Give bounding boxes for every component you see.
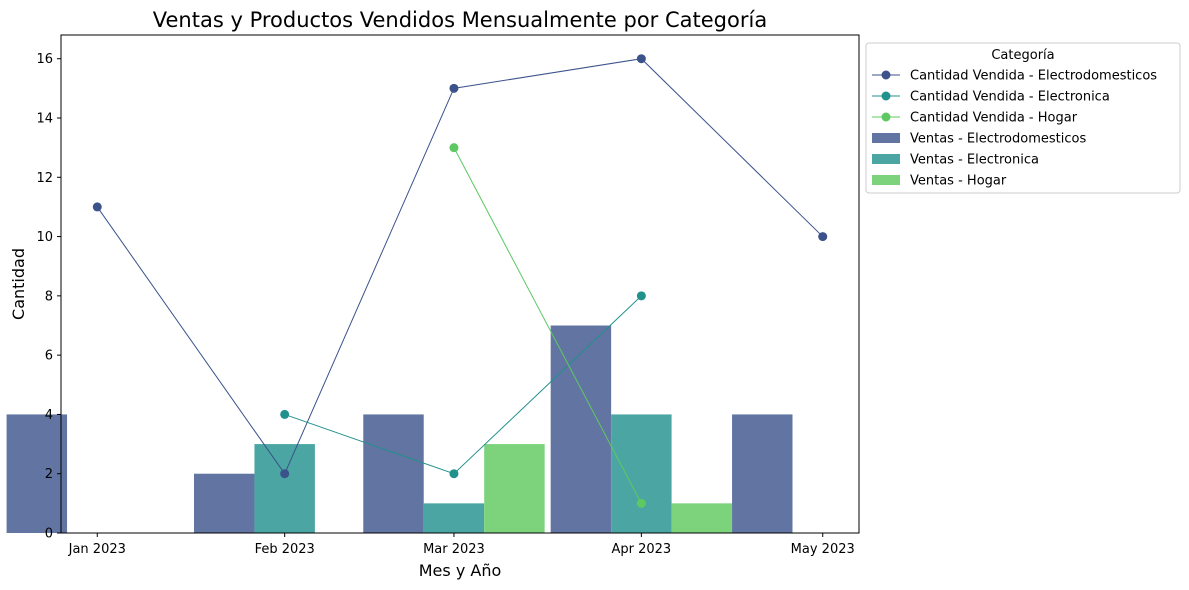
legend-label-0: Cantidad Vendida - Electrodomesticos bbox=[910, 69, 1157, 84]
x-tick-label-1: Feb 2023 bbox=[255, 542, 315, 557]
line-2 bbox=[453, 147, 642, 504]
bar-0-4 bbox=[732, 414, 793, 533]
y-tick-label-7: 14 bbox=[36, 112, 53, 127]
line-point-1-2 bbox=[636, 291, 646, 301]
x-axis: Jan 2023 Feb 2023 Mar 2023 Apr 2023 May 2023 bbox=[68, 533, 855, 557]
bar-0-2 bbox=[363, 414, 424, 533]
line-point-2-0 bbox=[449, 143, 459, 153]
plot-frame bbox=[60, 34, 860, 534]
legend: Categoría Cantidad Vendida - Electrodome… bbox=[865, 42, 1181, 194]
bars-layer bbox=[6, 325, 793, 533]
legend-marker-1 bbox=[881, 91, 891, 101]
line-point-1-1 bbox=[449, 469, 459, 479]
legend-label-5: Ventas - Hogar bbox=[910, 174, 1007, 189]
legend-title: Categoría bbox=[991, 48, 1054, 63]
bar-1-1 bbox=[423, 503, 485, 533]
legend-marker-2 bbox=[881, 112, 891, 122]
legend-bar-swatch-4 bbox=[872, 154, 900, 164]
legend-bar-swatch-3 bbox=[872, 133, 900, 143]
y-axis-label: Cantidad bbox=[9, 248, 28, 320]
x-tick-label-3: Apr 2023 bbox=[612, 542, 672, 557]
bar-0-1 bbox=[194, 473, 255, 533]
line-0 bbox=[96, 58, 824, 475]
legend-items: Cantidad Vendida - Electrodomesticos Cant… bbox=[872, 69, 1157, 189]
legend-label-4: Ventas - Electronica bbox=[910, 153, 1039, 168]
x-tick-label-0: Jan 2023 bbox=[68, 542, 126, 557]
y-axis: 0 2 4 6 8 10 12 14 16 bbox=[36, 52, 61, 542]
x-tick-label-2: Mar 2023 bbox=[423, 542, 485, 557]
line-point-0-4 bbox=[818, 232, 828, 242]
bar-2-1 bbox=[671, 503, 733, 533]
line-point-1-0 bbox=[280, 409, 290, 419]
x-tick-label-4: May 2023 bbox=[791, 542, 855, 557]
bar-2-0 bbox=[484, 444, 545, 533]
legend-label-1: Cantidad Vendida - Electronica bbox=[910, 90, 1110, 105]
line-point-2-1 bbox=[636, 498, 646, 508]
y-tick-label-8: 16 bbox=[36, 52, 53, 67]
line-point-0-0 bbox=[92, 202, 102, 212]
bar-1-2 bbox=[611, 414, 672, 533]
bar-0-3 bbox=[550, 325, 612, 533]
line-point-0-2 bbox=[449, 83, 459, 93]
legend-frame bbox=[865, 42, 1181, 194]
y-tick-label-6: 12 bbox=[36, 171, 53, 186]
lines-layer bbox=[92, 54, 828, 508]
x-axis-label: Mes y Año bbox=[419, 561, 502, 580]
legend-label-2: Cantidad Vendida - Hogar bbox=[910, 111, 1078, 126]
chart-title: Ventas y Productos Vendidos Mensualmente… bbox=[153, 8, 767, 32]
y-tick-label-4: 8 bbox=[45, 289, 53, 304]
line-point-0-1 bbox=[280, 469, 290, 479]
bar-0-0 bbox=[6, 414, 68, 533]
legend-marker-0 bbox=[881, 70, 891, 80]
legend-bar-swatch-5 bbox=[872, 175, 900, 185]
line-point-0-3 bbox=[636, 54, 646, 64]
y-tick-label-0: 0 bbox=[45, 527, 53, 542]
y-tick-label-1: 2 bbox=[45, 467, 53, 482]
y-tick-label-5: 10 bbox=[36, 230, 53, 245]
y-tick-label-3: 6 bbox=[45, 349, 53, 364]
bar-1-0 bbox=[254, 444, 315, 533]
legend-label-3: Ventas - Electrodomesticos bbox=[910, 132, 1086, 147]
y-tick-label-2: 4 bbox=[45, 408, 53, 423]
